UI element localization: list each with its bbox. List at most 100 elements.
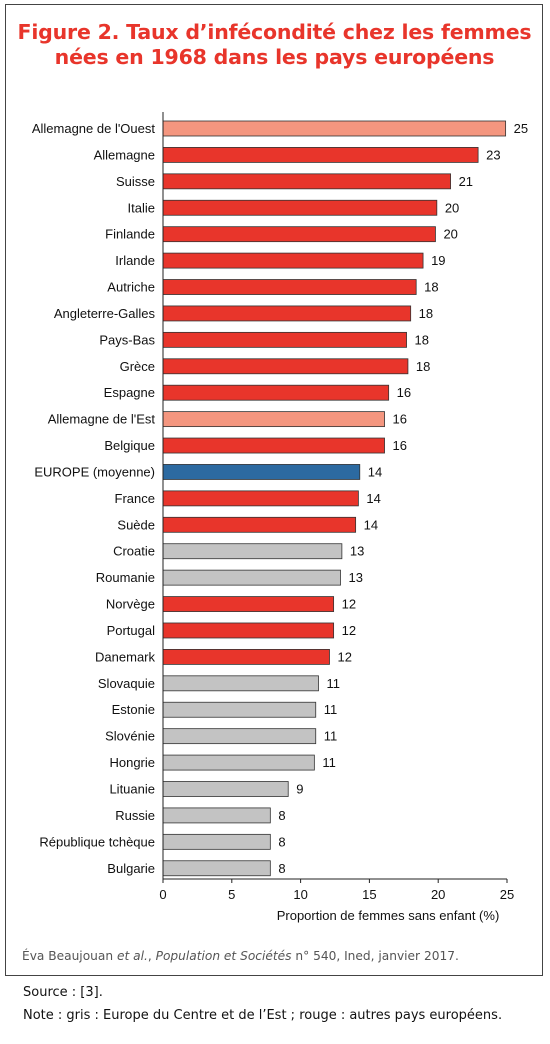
bar-23 [162,728,317,745]
x-tick-label: 15 [362,887,376,902]
category-label: France [115,491,155,506]
value-label: 18 [415,332,429,347]
bar-2 [162,173,451,190]
value-label: 20 [443,227,457,242]
value-label: 21 [459,174,473,189]
category-label: Russie [115,808,155,823]
category-label: République tchèque [39,834,155,849]
bar-28 [162,860,271,877]
value-label: 18 [424,280,438,295]
bar-10 [162,384,390,401]
x-tick-label: 10 [293,887,307,902]
bar-24 [162,754,315,771]
category-label: Angleterre-Galles [54,306,156,321]
category-label: Irlande [115,253,155,268]
bar-25 [162,781,289,797]
bar-chart: Allemagne de l'Ouest Allemagne Suisse Itali… [32,112,528,923]
value-label: 13 [349,570,363,585]
bar-13 [162,464,361,480]
category-label: Lituanie [109,782,155,797]
bar-17 [162,569,341,586]
bar-16 [162,543,343,560]
category-label: Roumanie [96,570,155,585]
value-label: 8 [278,834,285,849]
citation-journal: Population et Sociétés [155,949,292,963]
value-label: 16 [397,385,411,400]
x-tick-label: 0 [159,887,166,902]
value-label: 11 [324,729,338,744]
value-label: 16 [393,438,407,453]
bar-19 [162,622,335,639]
category-label: Allemagne de l'Est [48,412,156,427]
category-label: Allemagne de l'Ouest [32,121,156,136]
bar-14 [162,490,359,507]
category-label: Suède [117,517,155,532]
category-label: Croatie [113,544,155,559]
bar-11 [162,411,385,428]
value-label: 14 [364,517,378,532]
category-label: Bulgarie [107,861,155,876]
bar-15 [162,516,357,533]
citation-sep: , [147,949,156,963]
value-label: 11 [326,676,340,691]
value-label: 14 [366,491,380,506]
bar-18 [162,596,335,612]
bar-21 [162,675,319,692]
value-label: 23 [486,147,500,162]
bar-5 [162,252,424,269]
value-label: 8 [278,861,285,876]
x-axis-label: Proportion de femmes sans enfant (%) [277,908,500,923]
citation-etal: et al. [116,949,148,963]
category-label: Belgique [104,438,155,453]
value-label: 9 [296,782,303,797]
bar-1 [162,147,479,163]
category-label: Estonie [112,702,155,717]
value-label: 14 [368,464,382,479]
bar-6 [162,279,417,295]
title-line-2: nées en 1968 dans les pays européens [54,45,495,69]
title-line-1: Figure 2. Taux d’infécondité chez les fe… [17,20,532,44]
category-label: Hongrie [109,755,155,770]
bar-9 [162,358,409,375]
bar-8 [162,331,407,348]
bar-27 [162,833,271,850]
bar-22 [162,701,317,718]
value-label: 11 [322,755,336,770]
category-label: Italie [128,200,155,215]
category-labels: Allemagne de l'Ouest Allemagne Suisse Itali… [32,121,156,876]
value-label: 12 [342,623,356,638]
bar-0 [162,120,507,137]
value-label: 12 [337,649,351,664]
bars-group [162,120,507,877]
source-note: Source : [3]. [23,985,103,1000]
category-label: Norvège [106,597,155,612]
category-label: Grèce [120,359,155,374]
bar-3 [162,199,438,216]
x-tick-label: 20 [431,887,445,902]
x-tick-label: 5 [228,887,235,902]
citation-author: Éva Beaujouan [22,949,117,963]
x-axis: 0 5 10 15 20 25 [159,112,514,902]
category-label: Slovaquie [98,676,155,691]
category-label: Danemark [95,649,155,664]
category-label: Finlande [105,227,155,242]
value-label: 18 [419,306,433,321]
category-label: Pays-Bas [99,332,155,347]
value-label: 12 [342,597,356,612]
bar-4 [162,226,436,243]
bar-26 [162,807,271,824]
value-labels: 2523212020191818181816161614141413131212… [278,121,528,876]
figure-frame [5,4,543,976]
category-label: Portugal [107,623,156,638]
bar-12 [162,437,385,454]
value-label: 13 [350,544,364,559]
category-label: Slovénie [105,729,155,744]
value-label: 11 [324,702,338,717]
category-label: Allemagne [94,147,155,162]
value-label: 8 [278,808,285,823]
citation-rest: n° 540, Ined, janvier 2017. [291,949,459,963]
x-tick-label: 25 [500,887,514,902]
category-label: Espagne [104,385,155,400]
citation: Éva Beaujouan et al., Population et Soci… [22,949,459,963]
bar-7 [162,305,412,322]
